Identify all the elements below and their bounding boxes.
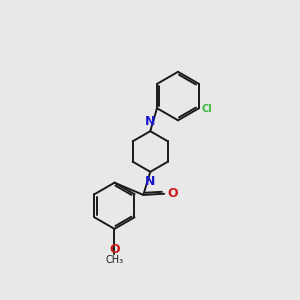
Text: N: N [145,115,155,128]
Text: CH₃: CH₃ [105,256,124,266]
Text: Cl: Cl [202,104,212,114]
Text: O: O [167,187,178,200]
Text: O: O [109,243,120,256]
Text: N: N [145,175,155,188]
